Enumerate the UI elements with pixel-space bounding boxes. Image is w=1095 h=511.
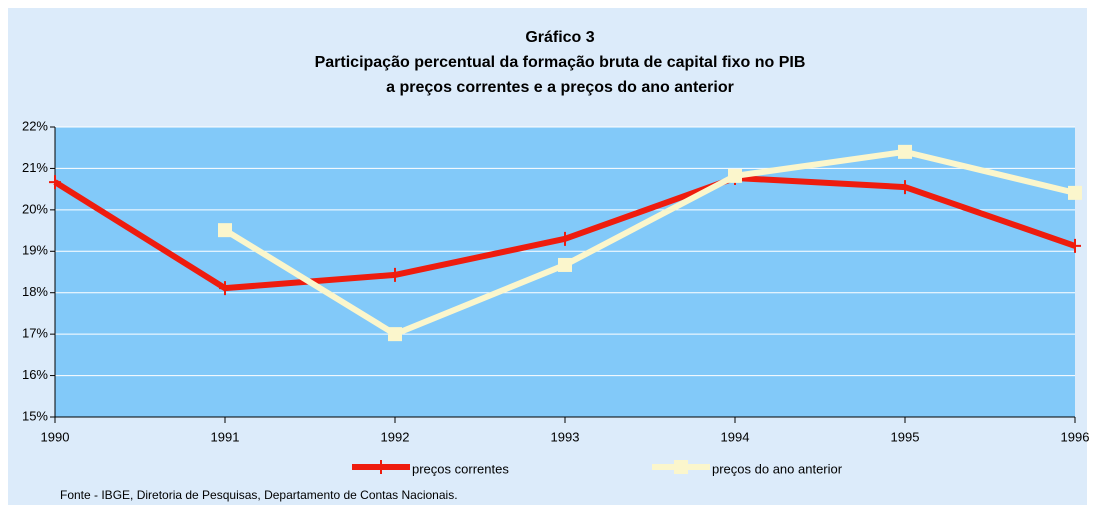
y-tick-label: 18% bbox=[22, 284, 48, 299]
marker bbox=[558, 257, 572, 272]
marker bbox=[389, 267, 401, 282]
y-tick-label: 22% bbox=[22, 118, 48, 133]
y-tick-label: 19% bbox=[22, 243, 48, 258]
y-tick-label: 15% bbox=[22, 408, 48, 423]
x-tick-label: 1991 bbox=[211, 429, 240, 444]
y-tick-label: 17% bbox=[22, 326, 48, 341]
chart-title: Gráfico 3 bbox=[525, 29, 594, 46]
legend-marker bbox=[674, 460, 688, 474]
marker bbox=[218, 223, 232, 238]
y-tick-label: 20% bbox=[22, 201, 48, 216]
marker bbox=[1068, 185, 1082, 200]
x-tick-label: 1992 bbox=[381, 429, 410, 444]
legend-marker bbox=[375, 460, 387, 474]
y-tick-label: 16% bbox=[22, 367, 48, 382]
plot-area bbox=[55, 127, 1075, 417]
x-tick-label: 1994 bbox=[721, 429, 750, 444]
x-tick-label: 1993 bbox=[551, 429, 580, 444]
legend-label: preços correntes bbox=[412, 461, 509, 476]
x-tick-label: 1996 bbox=[1061, 429, 1090, 444]
x-tick-label: 1995 bbox=[891, 429, 920, 444]
line bbox=[223, 148, 1076, 338]
source: Fonte - IBGE, Diretoria de Pesquisas, De… bbox=[60, 488, 458, 502]
marker bbox=[388, 327, 402, 342]
marker bbox=[898, 144, 912, 159]
chart-subtitle: Participação percentual da formação brut… bbox=[315, 54, 806, 71]
marker bbox=[899, 180, 911, 195]
chart-subtitle: a preços correntes e a preços do ano ant… bbox=[386, 79, 734, 96]
x-tick-label: 1990 bbox=[41, 429, 70, 444]
marker bbox=[1069, 238, 1081, 253]
y-tick-label: 21% bbox=[22, 160, 48, 175]
legend-label: preços do ano anterior bbox=[712, 461, 843, 476]
marker bbox=[49, 175, 61, 190]
marker bbox=[219, 281, 231, 296]
marker bbox=[728, 168, 742, 183]
marker bbox=[559, 231, 571, 246]
